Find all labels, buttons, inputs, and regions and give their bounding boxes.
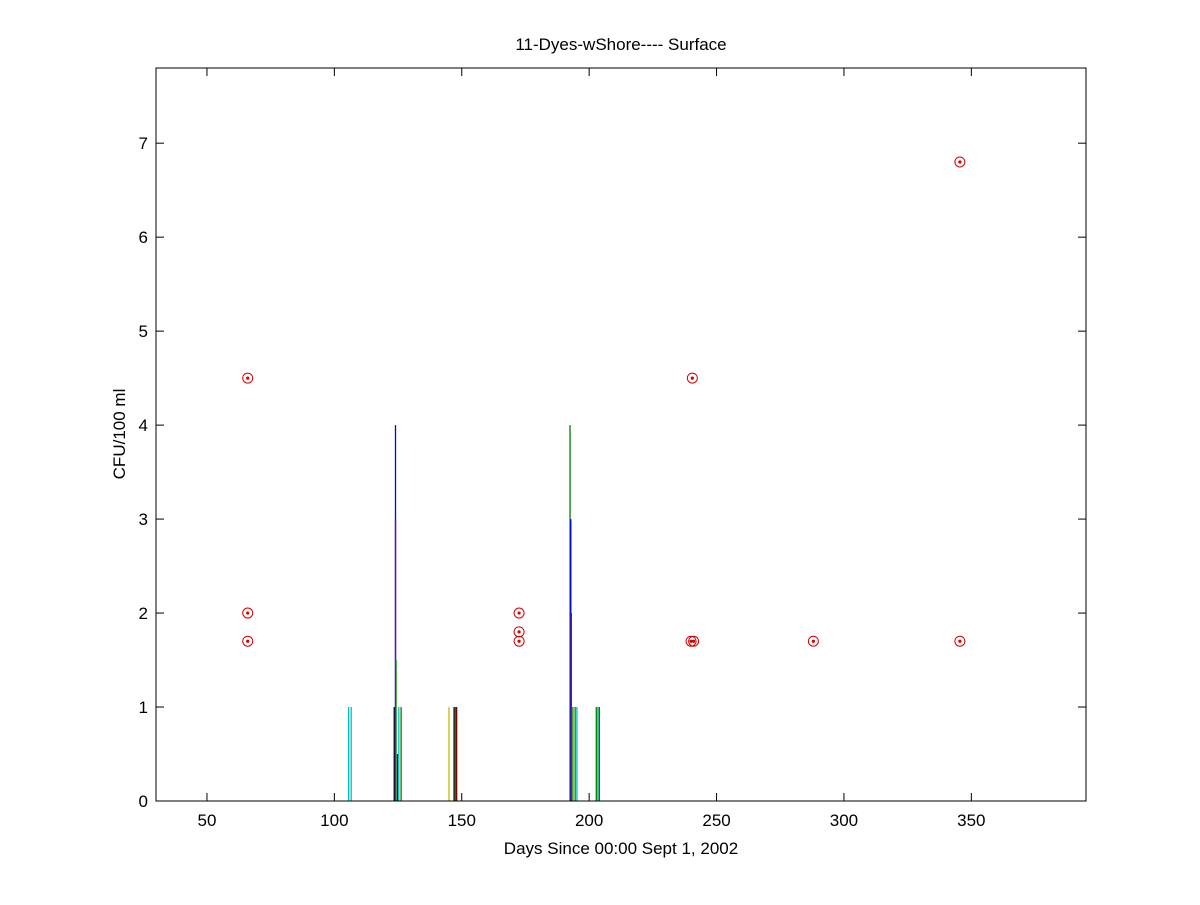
- data-point-dot: [246, 639, 250, 643]
- data-point-ring: [513, 607, 525, 619]
- data-point: [242, 372, 254, 384]
- data-point-dot: [958, 639, 962, 643]
- chart-title: 11-Dyes-wShore---- Surface: [515, 35, 726, 54]
- y-tick-label: 4: [139, 416, 148, 435]
- y-tick-label: 2: [139, 604, 148, 623]
- data-point-dot: [246, 611, 250, 615]
- x-tick-label: 250: [702, 811, 730, 830]
- stem-series: [347, 425, 600, 801]
- data-point-dot: [246, 376, 250, 380]
- data-point-dot: [690, 376, 694, 380]
- data-point-ring: [513, 626, 525, 638]
- data-point-ring: [954, 635, 966, 647]
- data-point-ring: [242, 372, 254, 384]
- data-point: [954, 635, 966, 647]
- data-point-ring: [242, 607, 254, 619]
- point-series: [242, 156, 966, 647]
- y-tick-label: 7: [139, 134, 148, 153]
- axes: 50 100 150 200 250 300 350 0 1 2 3 4 5 6 7: [139, 67, 1087, 830]
- data-point-ring: [954, 156, 966, 168]
- y-tick-label: 3: [139, 510, 148, 529]
- y-tick-label: 0: [139, 792, 148, 811]
- x-tick-label: 150: [448, 811, 476, 830]
- data-point: [685, 635, 697, 647]
- y-axis-label: CFU/100 ml: [110, 389, 129, 480]
- data-point-dot: [517, 611, 521, 615]
- data-point-dot: [692, 639, 696, 643]
- data-point: [242, 607, 254, 619]
- data-point-dot: [517, 630, 521, 634]
- data-point: [513, 607, 525, 619]
- data-point: [513, 635, 525, 647]
- y-tick-label: 6: [139, 228, 148, 247]
- data-point-dot: [811, 639, 815, 643]
- x-tick-label: 300: [830, 811, 858, 830]
- data-point: [686, 372, 698, 384]
- x-tick-label: 100: [320, 811, 348, 830]
- x-tick-label: 200: [575, 811, 603, 830]
- x-axis-label: Days Since 00:00 Sept 1, 2002: [504, 839, 738, 858]
- data-point-ring: [807, 635, 819, 647]
- plot-frame: [155, 67, 1087, 802]
- data-point: [513, 626, 525, 638]
- x-tick-label: 50: [197, 811, 216, 830]
- data-point: [242, 635, 254, 647]
- data-point-ring: [513, 635, 525, 647]
- data-point: [688, 635, 700, 647]
- y-tick-label: 1: [139, 698, 148, 717]
- data-point-ring: [242, 635, 254, 647]
- data-point-ring: [686, 372, 698, 384]
- data-point: [954, 156, 966, 168]
- data-point-dot: [958, 160, 962, 164]
- data-point-ring: [685, 635, 697, 647]
- data-point-dot: [689, 639, 693, 643]
- data-point-dot: [517, 639, 521, 643]
- y-tick-label: 5: [139, 322, 148, 341]
- data-point: [807, 635, 819, 647]
- x-tick-label: 350: [957, 811, 985, 830]
- data-point-ring: [688, 635, 700, 647]
